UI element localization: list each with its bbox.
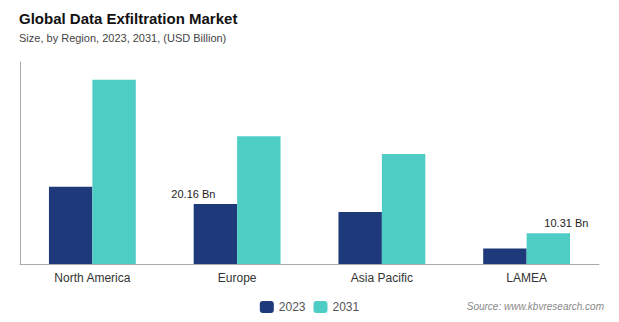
svg-text:Europe: Europe — [218, 271, 257, 285]
svg-text:Size, by Region, 2023, 2031, (: Size, by Region, 2023, 2031, (USD Billio… — [19, 32, 226, 44]
svg-text:Global Data Exfiltration Marke: Global Data Exfiltration Market — [19, 10, 237, 27]
svg-text:10.31 Bn: 10.31 Bn — [544, 217, 588, 229]
svg-text:Source: www.kbvresearch.com: Source: www.kbvresearch.com — [467, 301, 604, 312]
svg-text:2023: 2023 — [279, 300, 306, 314]
svg-text:2031: 2031 — [333, 300, 360, 314]
svg-text:LAMEA: LAMEA — [506, 271, 547, 285]
svg-text:20.16 Bn: 20.16 Bn — [171, 188, 215, 200]
svg-text:Asia Pacific: Asia Pacific — [351, 271, 413, 285]
svg-text:North America: North America — [54, 271, 130, 285]
